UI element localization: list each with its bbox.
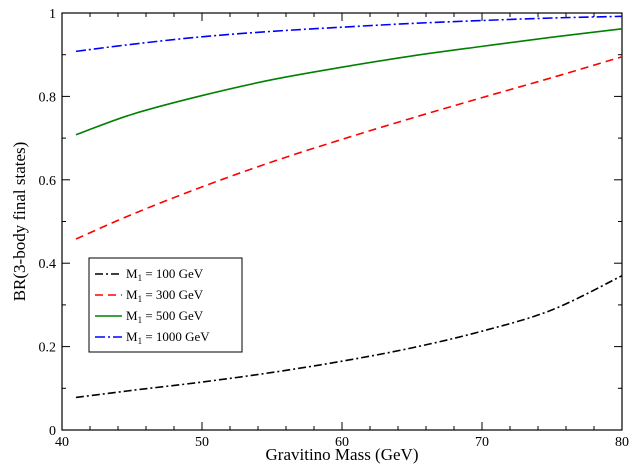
x-axis-title: Gravitino Mass (GeV) (266, 445, 419, 464)
legend-label-subscript: 1 (138, 273, 143, 283)
legend-label-value: = 1000 GeV (142, 329, 210, 344)
series-line-1 (75, 274, 623, 399)
legend-label-value: = 100 GeV (142, 266, 204, 281)
x-tick-label: 80 (615, 435, 629, 450)
y-tick-label: 1 (49, 7, 56, 22)
legend-label-1: M1 = 100 GeV (126, 266, 204, 283)
series-line-2 (75, 56, 623, 240)
series-lines (75, 15, 623, 399)
series-line-4 (75, 15, 623, 53)
legend-label-value: = 300 GeV (142, 287, 204, 302)
x-tick-label: 40 (55, 435, 69, 450)
legend-label-main: M (126, 287, 138, 302)
legend-label-main: M (126, 308, 138, 323)
y-tick-label: 0.4 (39, 257, 57, 272)
legend-label-subscript: 1 (138, 315, 143, 325)
plot-frame (61, 12, 623, 431)
legend-label-main: M (126, 329, 138, 344)
legend-label-main: M (126, 266, 138, 281)
y-tick-label: 0.8 (39, 90, 57, 105)
legend-label-3: M1 = 500 GeV (126, 308, 204, 325)
legend-label-4: M1 = 1000 GeV (126, 329, 210, 346)
legend-label-subscript: 1 (138, 294, 143, 304)
series-line-3 (75, 28, 623, 136)
axis-tick-labels: 40 50 60 70 80 0 0.2 0.4 0.6 0.8 1 (39, 7, 630, 450)
y-tick-label: 0 (49, 424, 56, 439)
x-tick-label: 70 (475, 435, 489, 450)
x-tick-label: 60 (335, 435, 349, 450)
y-axis-title: BR(3-body final states) (10, 142, 29, 302)
legend-label-subscript: 1 (138, 336, 143, 346)
y-tick-label: 0.6 (39, 174, 57, 189)
axis-ticks (61, 12, 623, 431)
y-tick-label: 0.2 (39, 341, 57, 356)
legend-label-2: M1 = 300 GeV (126, 287, 204, 304)
plot-border (61, 12, 623, 431)
legend-label-value: = 500 GeV (142, 308, 204, 323)
x-tick-label: 50 (195, 435, 209, 450)
